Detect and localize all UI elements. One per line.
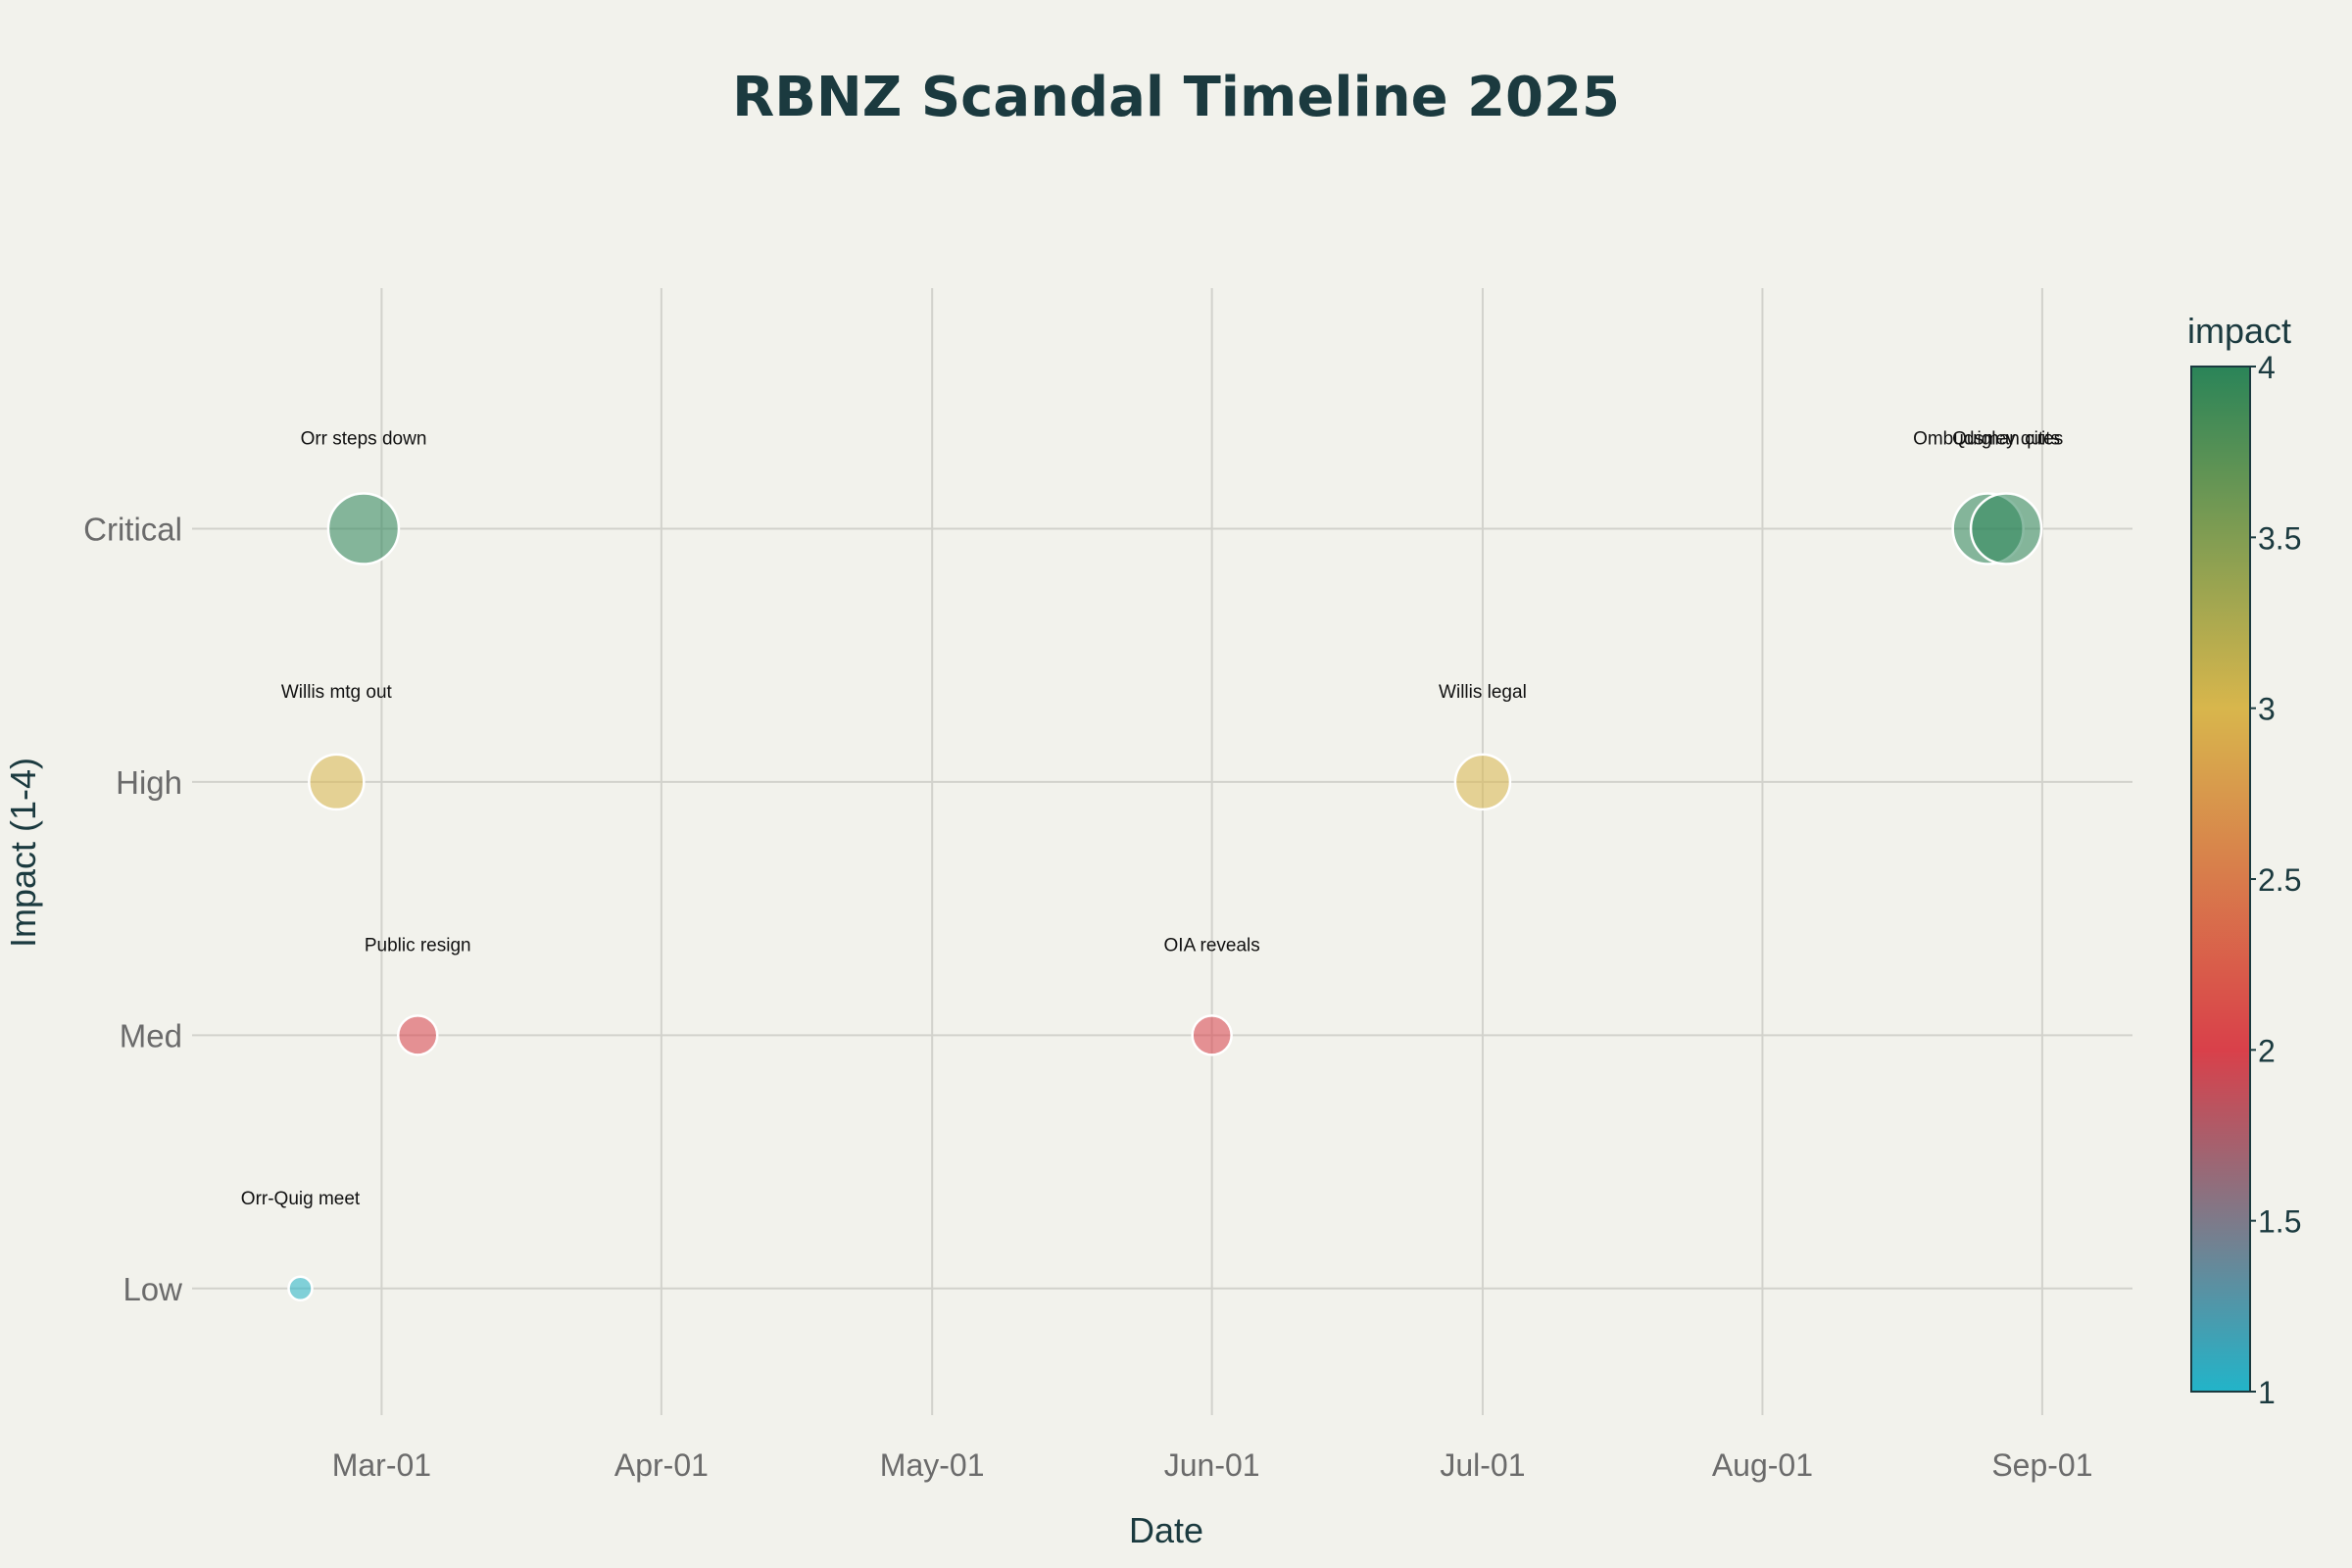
x-tick-label: Jun-01: [1164, 1447, 1260, 1483]
x-tick-label: Sep-01: [1991, 1447, 2092, 1483]
colorbar-title: impact: [2187, 311, 2291, 351]
y-axis-title: Impact (1-4): [3, 758, 43, 948]
x-axis-title: Date: [1129, 1510, 1203, 1550]
data-point[interactable]: [326, 492, 401, 565]
colorbar-tick-label: 2.5: [2258, 862, 2301, 898]
y-tick-label: High: [116, 764, 182, 801]
point-label: Ombudsman cites: [1913, 429, 2063, 450]
point-label: OIA reveals: [1164, 935, 1260, 956]
point-label: Orr steps down: [301, 429, 427, 450]
colorbar-tick-label: 2: [2258, 1033, 2276, 1068]
data-points: [287, 492, 2043, 1302]
data-point[interactable]: [287, 1275, 314, 1302]
data-point[interactable]: [1453, 753, 1512, 811]
axis-ticks: Mar-01 Apr-01 May-01 Jun-01 Jul-01 Aug-01 Sep-…: [83, 512, 2092, 1483]
point-label: Public resign: [365, 935, 471, 956]
data-point[interactable]: [396, 1014, 439, 1056]
colorbar: impact 1 1.5 2 2.5 3 3.5 4: [2187, 311, 2301, 1410]
y-tick-label: Critical: [83, 512, 182, 548]
point-label: Willis legal: [1439, 682, 1527, 703]
grid-lines: [192, 288, 2132, 1415]
x-tick-label: Aug-01: [1712, 1447, 1813, 1483]
y-tick-label: Low: [122, 1271, 182, 1307]
point-label: Orr-Quig meet: [241, 1189, 361, 1209]
point-label: Willis mtg out: [281, 682, 393, 703]
point-label: Quigley quits: [1952, 429, 2060, 450]
x-tick-label: May-01: [880, 1447, 985, 1483]
chart-title: RBNZ Scandal Timeline 2025: [732, 66, 1620, 129]
data-point[interactable]: [308, 753, 366, 811]
colorbar-tick-label: 1.5: [2258, 1204, 2301, 1240]
colorbar-tick-label: 3.5: [2258, 520, 2301, 556]
point-labels: Orr-Quig meet Willis mtg out Orr steps dow…: [241, 429, 2063, 1209]
data-point[interactable]: [1969, 492, 2043, 565]
y-tick-label: Med: [120, 1017, 182, 1054]
colorbar-bar: [2190, 366, 2251, 1393]
colorbar-ticks: 1 1.5 2 2.5 3 3.5 4: [2250, 350, 2301, 1410]
x-tick-label: Mar-01: [332, 1447, 431, 1483]
data-point[interactable]: [1191, 1014, 1233, 1056]
x-tick-label: Jul-01: [1440, 1447, 1525, 1483]
colorbar-tick-label: 4: [2258, 350, 2276, 385]
colorbar-tick-label: 3: [2258, 692, 2276, 727]
colorbar-tick-label: 1: [2258, 1375, 2276, 1410]
x-tick-label: Apr-01: [614, 1447, 709, 1483]
